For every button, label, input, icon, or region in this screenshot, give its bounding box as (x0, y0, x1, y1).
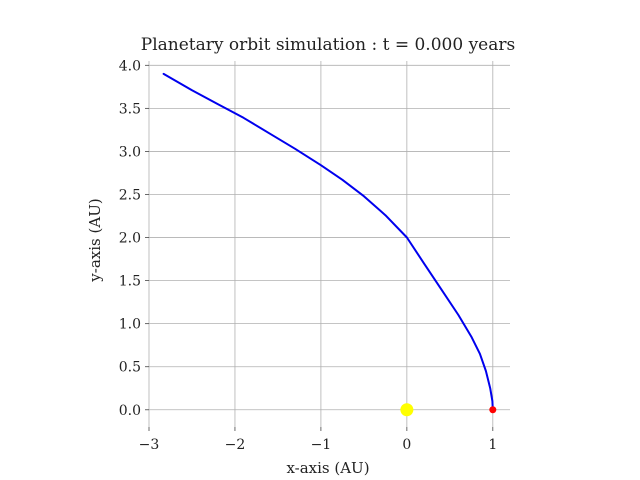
y-tick-label: 3.0 (119, 144, 141, 160)
curve-layer (162, 72, 494, 411)
x-tick-label: −3 (139, 437, 160, 453)
y-tick-label: 0.5 (119, 360, 141, 376)
y-tick-label: 4.0 (119, 58, 141, 74)
marker-layer (400, 403, 497, 417)
grid-layer (148, 61, 510, 427)
x-tick-label: 1 (488, 437, 497, 453)
y-tick-label: 1.5 (119, 274, 141, 290)
x-tick-label: 0 (402, 437, 411, 453)
y-tick-label: 0.0 (119, 403, 141, 419)
y-tick-label: 2.5 (119, 187, 141, 203)
x-tick-label: −1 (311, 437, 332, 453)
chart-title: Planetary orbit simulation : t = 0.000 y… (141, 35, 515, 55)
y-tick-label: 2.0 (119, 231, 141, 247)
y-tick-label: 1.0 (119, 317, 141, 333)
tick-layer: −3 −2 −1 0 1 0.0 0.5 1.0 1.5 2.0 2.5 3.0 3.5 4.0 (119, 58, 498, 453)
sun-marker (400, 403, 414, 417)
y-tick-label: 3.5 (119, 101, 141, 117)
x-tick-label: −2 (225, 437, 246, 453)
orbit-path-line (162, 72, 494, 411)
planet-marker (489, 406, 497, 414)
x-axis-label: x-axis (AU) (286, 459, 369, 477)
y-axis-label: y-axis (AU) (86, 198, 104, 282)
